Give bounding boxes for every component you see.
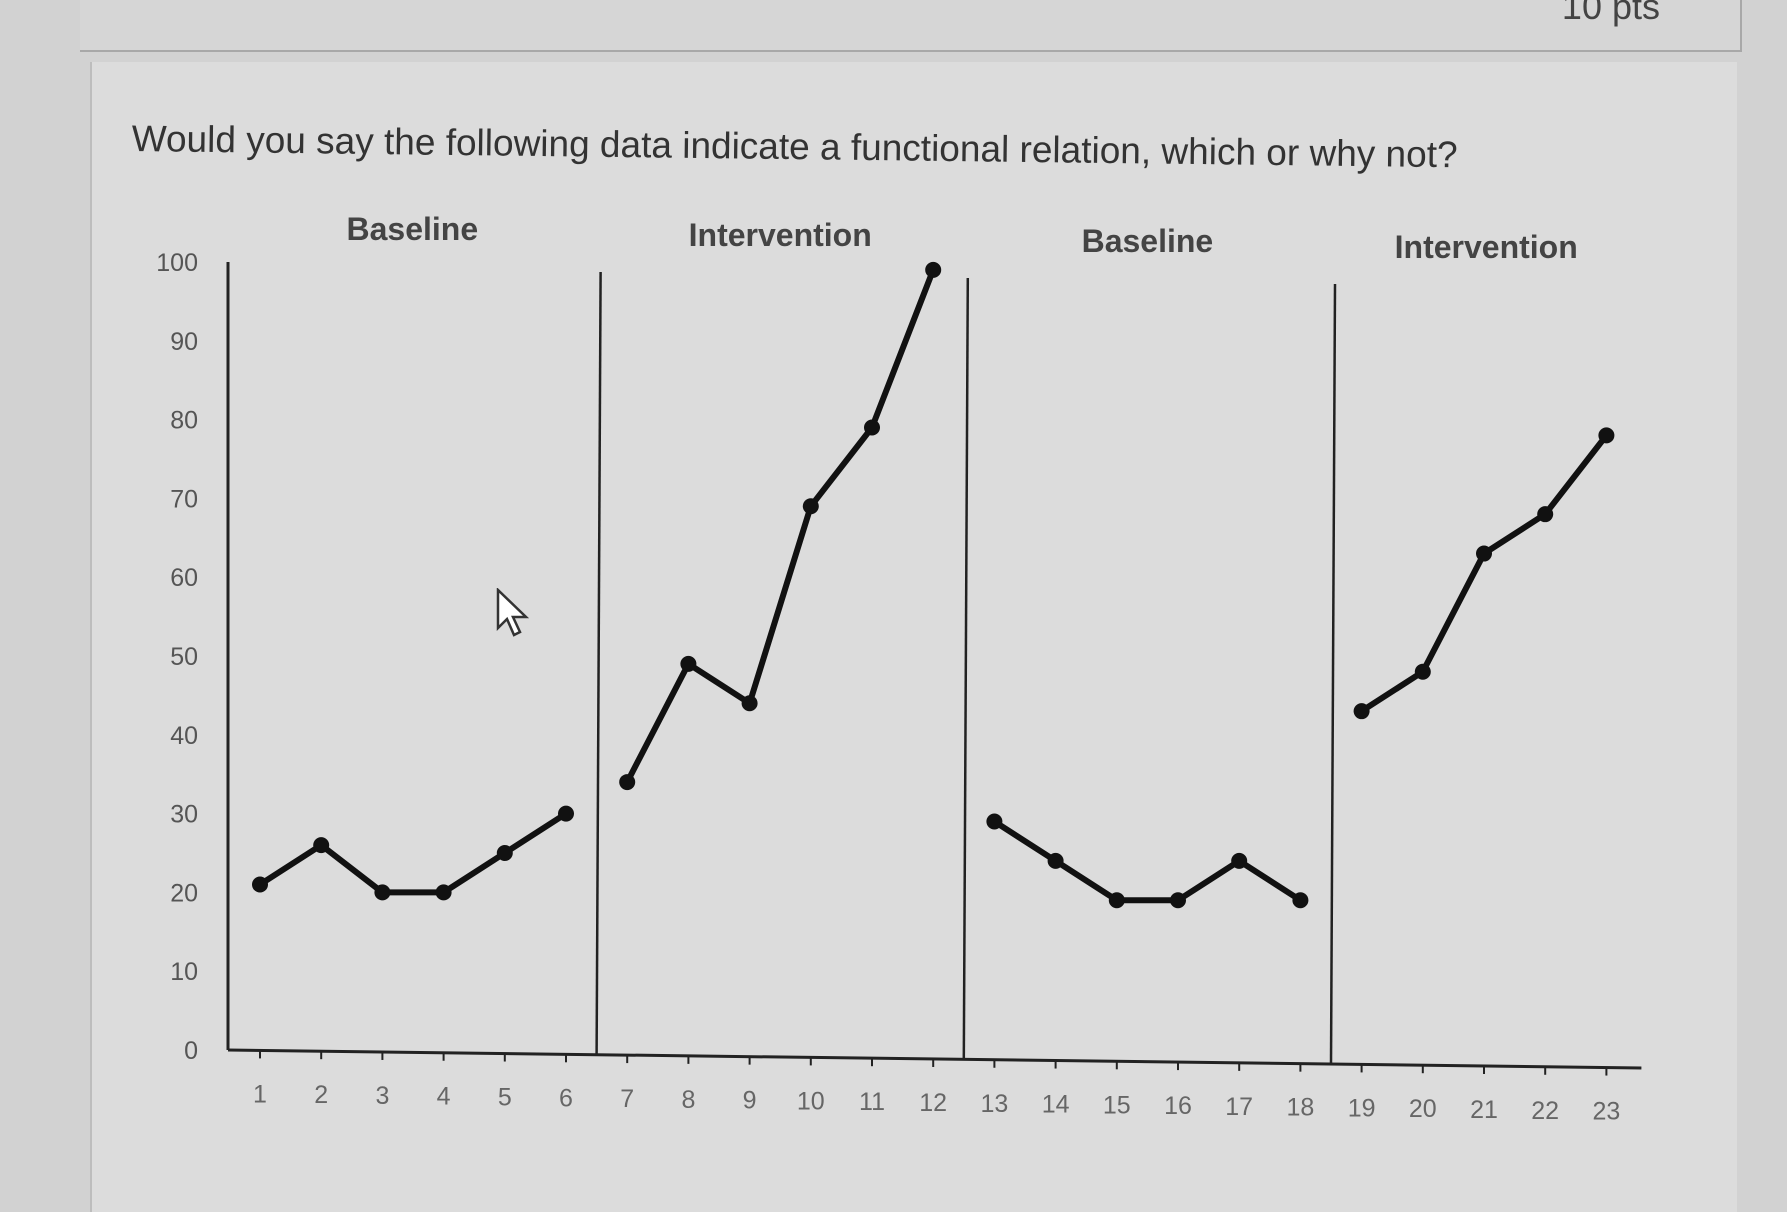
y-tick-label: 40 bbox=[170, 722, 198, 750]
data-point bbox=[435, 884, 452, 901]
y-tick-label: 50 bbox=[170, 643, 198, 671]
x-tick-label: 1 bbox=[253, 1080, 267, 1108]
x-tick-label: 4 bbox=[437, 1083, 451, 1111]
x-tick-label: 21 bbox=[1470, 1096, 1498, 1124]
x-tick-label: 12 bbox=[919, 1089, 947, 1117]
x-tick-label: 18 bbox=[1286, 1094, 1314, 1122]
data-point bbox=[1537, 506, 1554, 523]
question-card bbox=[90, 62, 1737, 1212]
data-point bbox=[741, 695, 758, 712]
data-point bbox=[374, 884, 391, 901]
data-point bbox=[1047, 852, 1064, 869]
data-line-phase-4 bbox=[1359, 433, 1609, 714]
data-point bbox=[1170, 892, 1186, 909]
y-tick-label: 90 bbox=[170, 328, 198, 356]
x-tick-label: 9 bbox=[743, 1087, 757, 1115]
x-tick-label: 23 bbox=[1592, 1098, 1620, 1126]
data-point bbox=[864, 419, 880, 436]
data-point bbox=[1598, 427, 1615, 444]
x-tick-label: 15 bbox=[1103, 1091, 1131, 1119]
phase-change-line bbox=[962, 277, 970, 1060]
data-point bbox=[680, 655, 697, 672]
data-line-phase-1 bbox=[258, 811, 568, 896]
data-point bbox=[558, 805, 574, 822]
y-tick-label: 70 bbox=[170, 485, 198, 513]
y-tick-label: 80 bbox=[170, 407, 198, 435]
x-tick-label: 3 bbox=[375, 1082, 389, 1110]
phase-label: Baseline bbox=[1082, 223, 1214, 259]
x-tick-label: 11 bbox=[859, 1088, 885, 1116]
data-point bbox=[1476, 545, 1492, 562]
data-line-phase-3 bbox=[992, 818, 1303, 904]
x-tick-label: 2 bbox=[314, 1081, 328, 1109]
x-tick-label: 19 bbox=[1348, 1094, 1376, 1122]
y-tick-label: 60 bbox=[170, 564, 198, 592]
x-tick-label: 7 bbox=[620, 1085, 634, 1113]
y-tick-label: 100 bbox=[156, 249, 198, 277]
x-tick-label: 14 bbox=[1042, 1091, 1070, 1119]
phase-change-line bbox=[595, 271, 602, 1055]
data-point bbox=[1231, 852, 1248, 869]
top-bar: 10 pts bbox=[80, 0, 1742, 52]
y-tick-label: 20 bbox=[170, 879, 198, 907]
data-point bbox=[496, 845, 513, 861]
phase-label: Intervention bbox=[1395, 229, 1578, 265]
x-tick-label: 22 bbox=[1531, 1097, 1559, 1125]
data-point bbox=[1414, 663, 1431, 680]
y-tick-label: 30 bbox=[170, 801, 198, 829]
x-tick-label: 10 bbox=[797, 1087, 825, 1115]
data-point bbox=[986, 813, 1003, 830]
data-point bbox=[1108, 892, 1125, 909]
x-axis bbox=[227, 1048, 1642, 1070]
y-tick-label: 0 bbox=[184, 1037, 198, 1065]
x-tick-label: 6 bbox=[559, 1084, 573, 1112]
data-point bbox=[252, 876, 268, 893]
phase-label: Intervention bbox=[689, 217, 872, 253]
data-point bbox=[619, 774, 636, 791]
points-label: 10 pts bbox=[1561, 0, 1660, 27]
data-point bbox=[1292, 892, 1309, 909]
x-tick-label: 20 bbox=[1409, 1095, 1437, 1123]
y-tick-label: 10 bbox=[170, 958, 198, 986]
data-point bbox=[313, 837, 330, 854]
data-point bbox=[925, 261, 942, 278]
data-line-phase-2 bbox=[624, 268, 936, 784]
x-tick-label: 17 bbox=[1225, 1093, 1253, 1121]
phase-label: Baseline bbox=[346, 211, 478, 247]
phase-change-line bbox=[1329, 283, 1337, 1065]
data-point bbox=[802, 498, 819, 515]
x-tick-label: 5 bbox=[498, 1084, 512, 1112]
x-tick-label: 16 bbox=[1164, 1092, 1192, 1120]
data-point bbox=[1353, 703, 1370, 720]
x-tick-label: 8 bbox=[681, 1086, 695, 1114]
x-tick-label: 13 bbox=[980, 1090, 1008, 1118]
